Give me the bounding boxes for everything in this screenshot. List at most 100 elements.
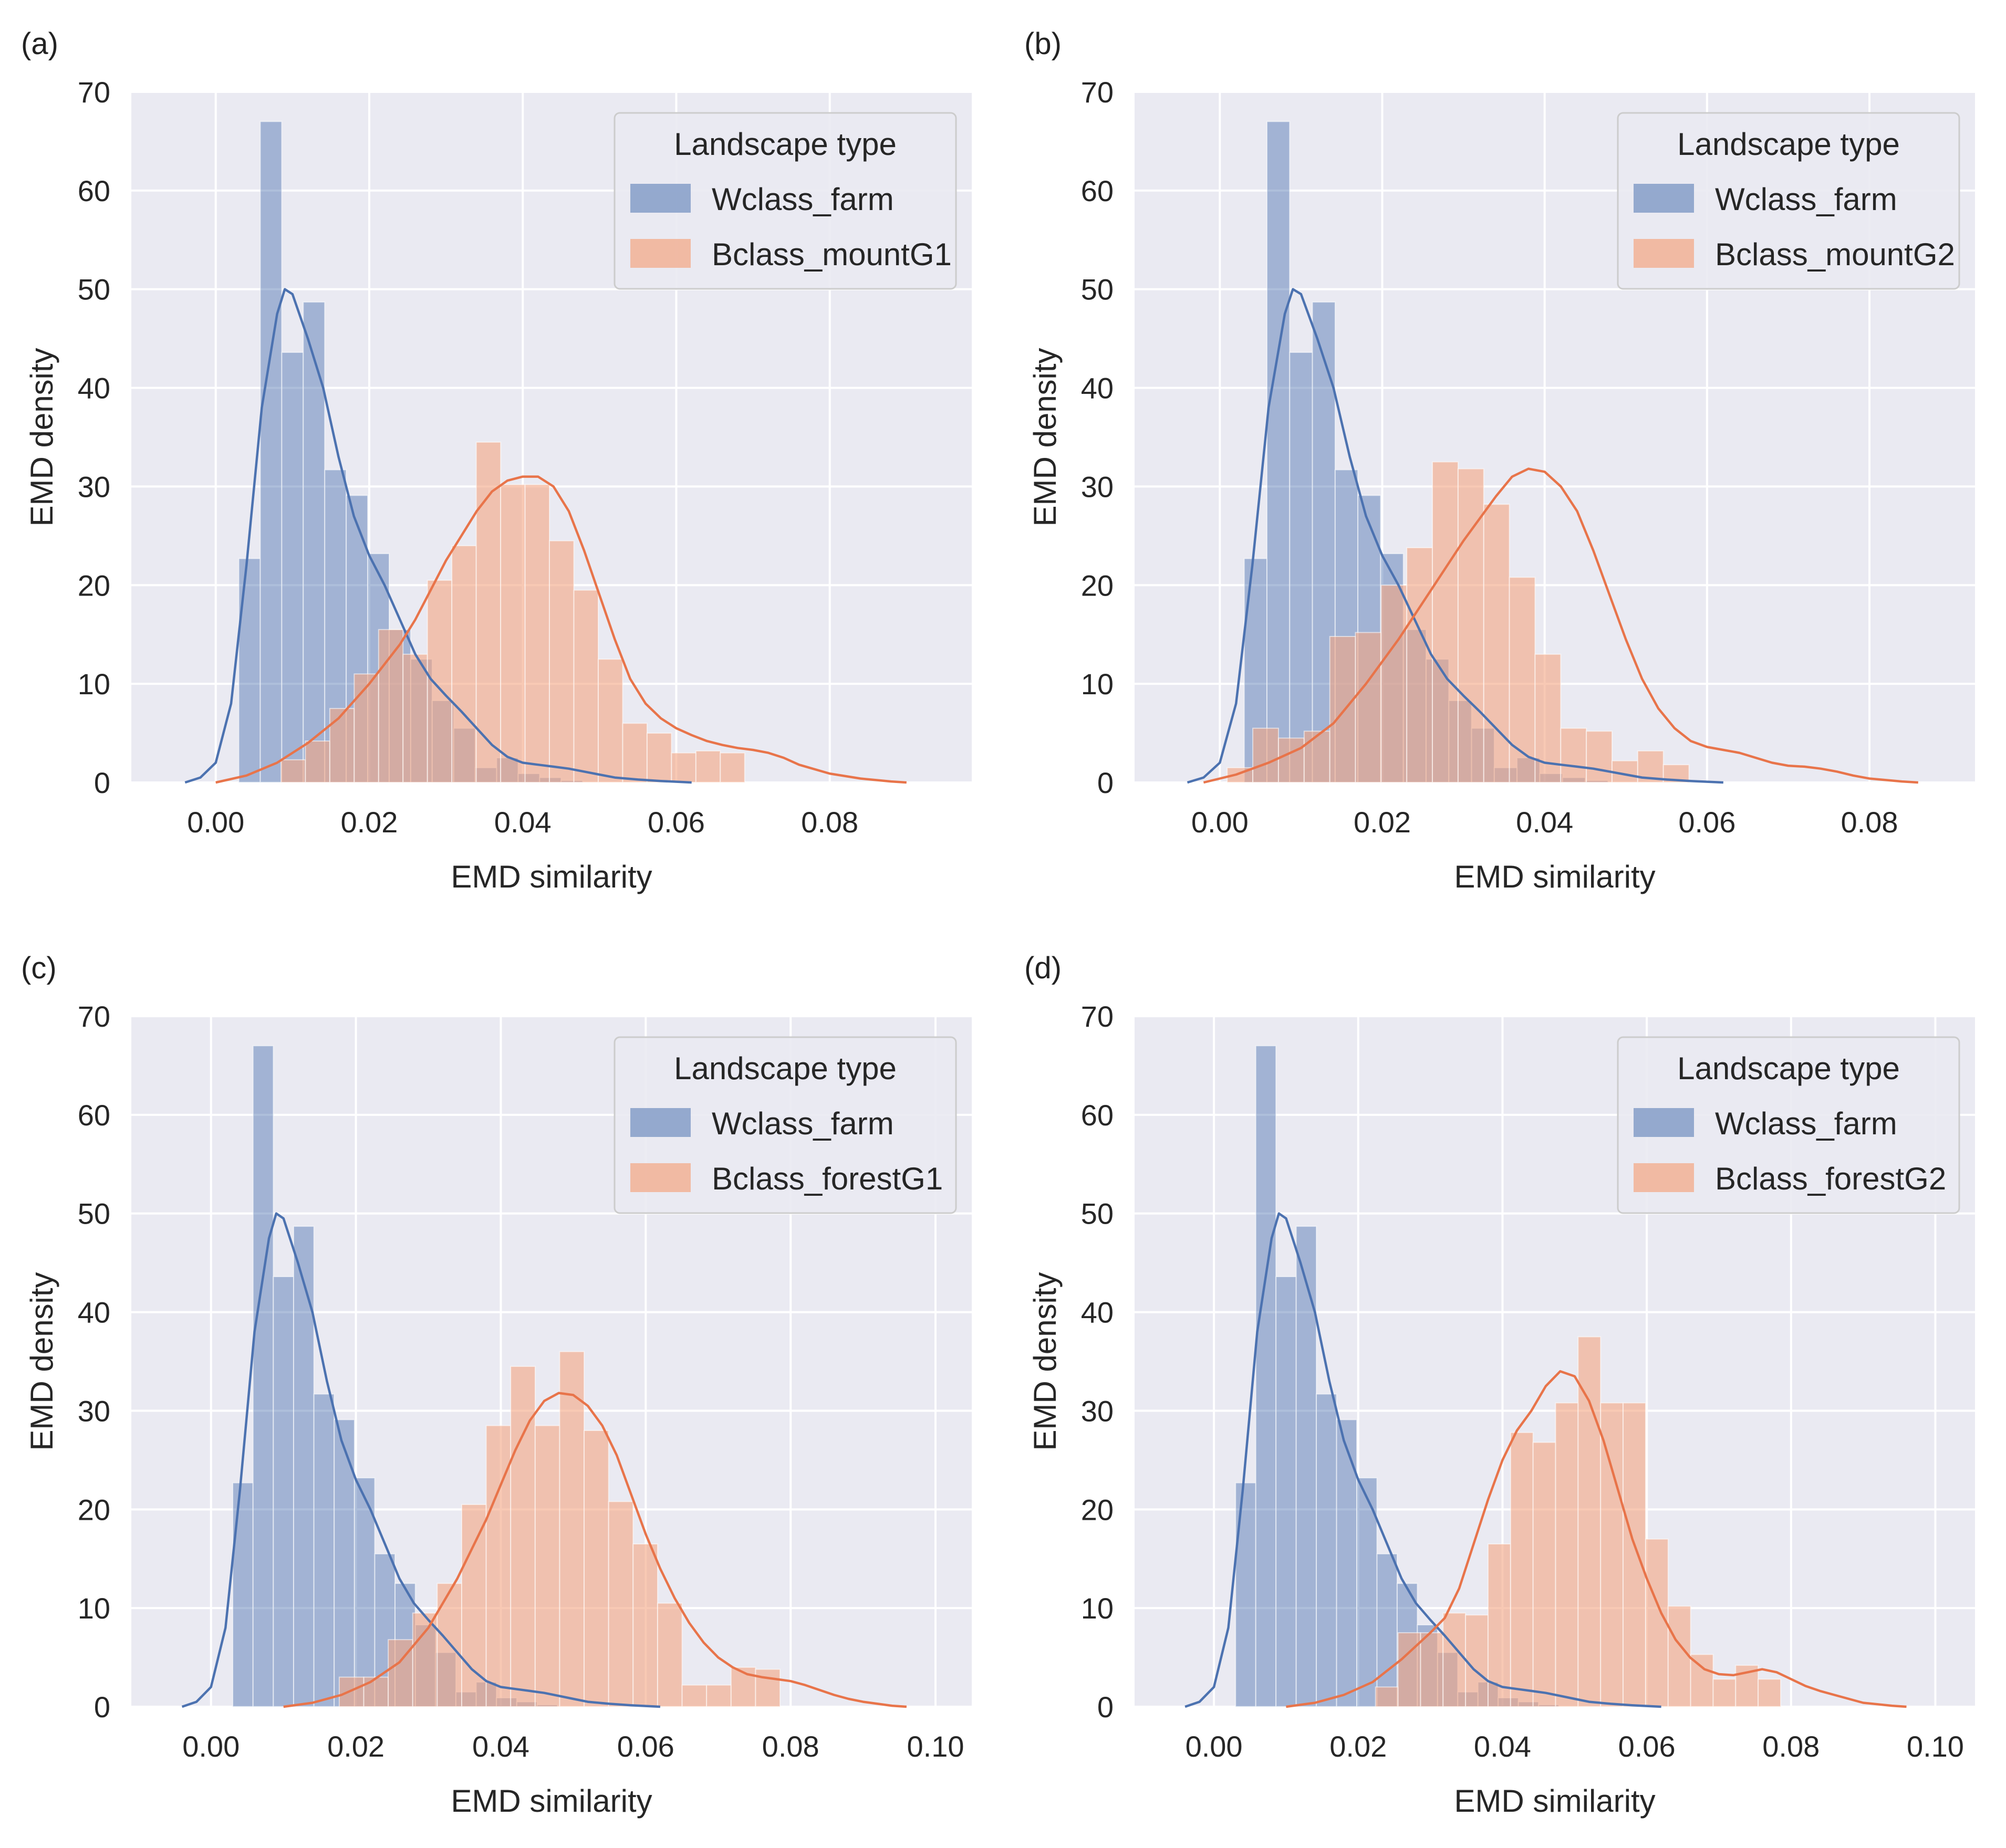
bar-bclass [1645,1538,1669,1707]
bar-bclass [1712,1678,1737,1708]
y-tick-label: 40 [1081,372,1114,405]
y-axis-label: EMD density [24,348,59,526]
bar-bclass [1555,1402,1579,1707]
chart-panel-a: 0 10 20 30 40 50 60 70 0.00 0.02 0.04 0.06 0.08 EMD s… [24,76,972,894]
y-tick-label: 60 [78,1099,110,1132]
bar-bclass [706,1684,732,1707]
x-tick-label: 0.10 [907,1730,964,1763]
bar-bclass [695,750,721,784]
bar-bclass [573,589,599,784]
y-tick-label: 0 [1097,1690,1114,1724]
legend-swatch [1634,239,1694,268]
legend-box [614,1036,957,1214]
bar-wclass-farm [303,301,326,783]
y-tick-label: 0 [94,766,110,799]
legend-box [1617,1036,1960,1214]
bar-bclass [1758,1678,1782,1708]
bar-bclass [1586,730,1613,784]
bar-wclass-farm [293,1226,315,1707]
bar-bclass [1560,727,1587,784]
y-axis-label: EMD density [1027,1272,1063,1450]
y-tick-label: 40 [78,1296,110,1329]
bar-bclass [1532,1442,1556,1707]
bar-bclass [1420,1632,1444,1708]
bar-bclass [1277,737,1305,783]
bar-bclass [1487,1543,1511,1708]
x-tick-label: 0.08 [762,1730,819,1763]
bar-bclass [1483,504,1510,783]
bar-wclass-farm [232,1482,254,1707]
bar-bclass [622,723,648,784]
legend: Landscape type Wclass_farm Bclass_mountG2 [1617,112,1960,290]
bar-bclass [1457,468,1484,783]
bar-wclass-farm [1295,1226,1317,1707]
legend-swatch [630,239,691,268]
y-tick-label: 20 [78,1493,110,1526]
y-tick-label: 40 [78,372,110,405]
x-tick-label: 0.02 [340,806,398,839]
y-axis-label: EMD density [1027,348,1063,526]
bar-bclass [646,733,672,783]
kde-line-wclass-farm [1187,288,1723,784]
bar-bclass [1303,730,1331,784]
bar-wclass-farm [1255,1045,1277,1707]
bar-bclass [402,653,428,784]
x-tick-label: 0.06 [617,1730,674,1763]
y-axis-label: EMD density [24,1272,59,1450]
legend-entry-label: Bclass_mountG1 [712,237,952,272]
kde-line-bclass [215,475,907,784]
x-axis-label: EMD similarity [451,859,652,894]
x-tick-label: 0.06 [1678,806,1735,839]
legend-box [1617,112,1960,290]
y-tick-label: 60 [1081,1099,1114,1132]
x-tick-label: 0.04 [472,1730,529,1763]
bar-bclass [1577,1336,1602,1707]
bar-bclass [1406,547,1433,784]
bar-bclass [657,1602,683,1707]
bar-bclass [1380,584,1408,783]
legend-swatch [1634,1163,1694,1192]
bar-bclass [412,1612,438,1708]
bar-wclass-farm [1336,1419,1358,1707]
panel-label: (b) [1024,27,1062,61]
y-tick-label: 20 [1081,569,1114,602]
bar-wclass-farm [1235,1482,1256,1707]
legend-entry-label: Wclass_farm [712,182,894,217]
bar-bclass [608,1501,634,1707]
y-tick-label: 50 [78,1197,110,1230]
bar-wclass-farm [1376,1553,1398,1707]
y-tick-label: 0 [94,1690,110,1724]
bar-bclass [549,540,575,783]
y-tick-label: 50 [1081,273,1114,306]
bar-wclass-farm [1289,351,1313,783]
legend-title: Landscape type [674,1051,897,1086]
legend-swatch [1634,184,1694,213]
bar-wclass-farm [252,1045,274,1707]
legend-entry-label: Bclass_forestG2 [1715,1161,1946,1196]
y-tick-label: 10 [78,667,110,701]
bar-bclass [427,579,453,784]
bar-bclass [681,1684,708,1707]
kde-line-bclass [1286,1370,1907,1708]
kde-line-wclass-farm [184,288,692,784]
bar-bclass [354,673,379,784]
x-tick-label: 0.10 [1907,1730,1964,1763]
bar-bclass [1465,1614,1489,1707]
bar-bclass [1510,1432,1534,1707]
bar-bclass [280,759,306,783]
x-axis-label: EMD similarity [451,1783,652,1819]
x-tick-label: 0.02 [1329,1730,1387,1763]
bar-bclass [1355,632,1382,783]
bar-wclass-farm [273,1276,294,1707]
x-axis-label: EMD similarity [1454,1783,1655,1819]
x-tick-label: 0.08 [1841,806,1898,839]
y-tick-label: 70 [1081,1000,1114,1033]
panel-label: (c) [21,951,57,985]
bar-bclass [378,629,404,783]
kde-line-bclass [283,1392,907,1708]
bar-bclass [500,484,526,783]
legend-swatch [630,184,691,213]
chart-panel-c: 0 10 20 30 40 50 60 70 0.00 0.02 0.04 0.06 0.08 0.10 E… [24,1000,972,1819]
y-tick-label: 70 [78,76,110,109]
bar-bclass [1611,760,1638,783]
